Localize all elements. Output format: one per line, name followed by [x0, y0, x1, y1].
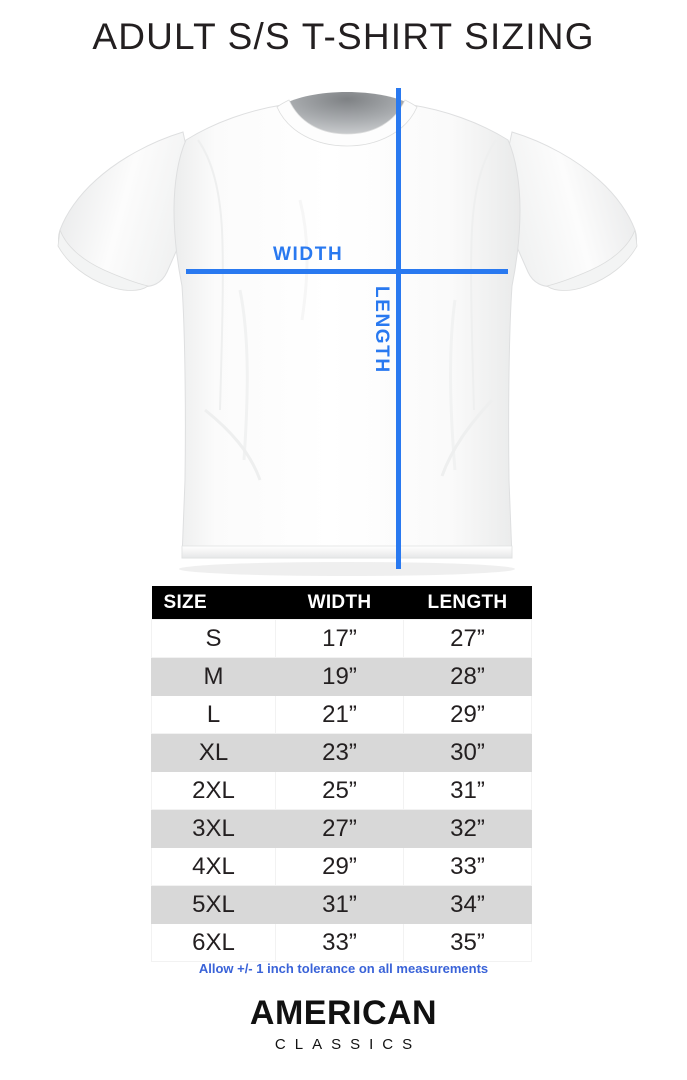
cell-width: 33”	[275, 923, 404, 962]
table-row: L 21” 29”	[151, 695, 532, 734]
brand-tagline: CLASSICS	[274, 1035, 422, 1053]
cell-size: 3XL	[151, 809, 276, 848]
table-row: 5XL 31” 34”	[151, 885, 532, 924]
table-row: 3XL 27” 32”	[151, 809, 532, 848]
table-body: S 17” 27” M 19” 28” L 21” 29” XL 23” 30” 2XL 25” 31” 3X…	[151, 619, 532, 962]
cell-size: XL	[151, 733, 276, 772]
table-header: SIZE WIDTH LENGTH	[151, 586, 532, 620]
table-row: 4XL 29” 33”	[151, 847, 532, 886]
table-row: S 17” 27”	[151, 619, 532, 658]
cell-length: 27”	[403, 619, 532, 658]
cell-length: 31”	[403, 771, 532, 810]
tshirt-illustration: WIDTH LENGTH	[0, 80, 687, 580]
table-row: M 19” 28”	[151, 657, 532, 696]
cell-width: 17”	[275, 619, 404, 658]
brand-logo: AMERICAN CLASSICS	[0, 994, 687, 1053]
header-row: SIZE WIDTH LENGTH	[151, 586, 532, 620]
table-row: XL 23” 30”	[151, 733, 532, 772]
page-title: ADULT S/S T-SHIRT SIZING	[92, 16, 595, 57]
cell-size: 2XL	[151, 771, 276, 810]
cell-width: 23”	[275, 733, 404, 772]
cell-length: 35”	[403, 923, 532, 962]
header-length: LENGTH	[403, 586, 532, 620]
brand-name: AMERICAN	[249, 994, 438, 1032]
tolerance-note: Allow +/- 1 inch tolerance on all measur…	[198, 961, 489, 976]
cell-length: 28”	[403, 657, 532, 696]
cell-size: 6XL	[151, 923, 276, 962]
cell-width: 31”	[275, 885, 404, 924]
cell-width: 19”	[275, 657, 404, 696]
tshirt-graphic	[57, 92, 638, 576]
cell-size: 4XL	[151, 847, 276, 886]
cell-size: S	[151, 619, 276, 658]
table-row: 6XL 33” 35”	[151, 923, 532, 962]
cell-size: 5XL	[151, 885, 276, 924]
cell-length: 33”	[403, 847, 532, 886]
table-row: 2XL 25” 31”	[151, 771, 532, 810]
cell-width: 21”	[275, 695, 404, 734]
header-width: WIDTH	[275, 586, 404, 620]
cell-width: 25”	[275, 771, 404, 810]
cell-width: 27”	[275, 809, 404, 848]
header-size: SIZE	[151, 586, 276, 620]
cell-length: 30”	[403, 733, 532, 772]
cell-length: 29”	[403, 695, 532, 734]
cell-length: 32”	[403, 809, 532, 848]
cell-width: 29”	[275, 847, 404, 886]
size-chart-table: SIZE WIDTH LENGTH S 17” 27” M 19” 28” L 21” 29” X…	[151, 586, 532, 962]
cell-length: 34”	[403, 885, 532, 924]
cell-size: M	[151, 657, 276, 696]
cell-size: L	[151, 695, 276, 734]
